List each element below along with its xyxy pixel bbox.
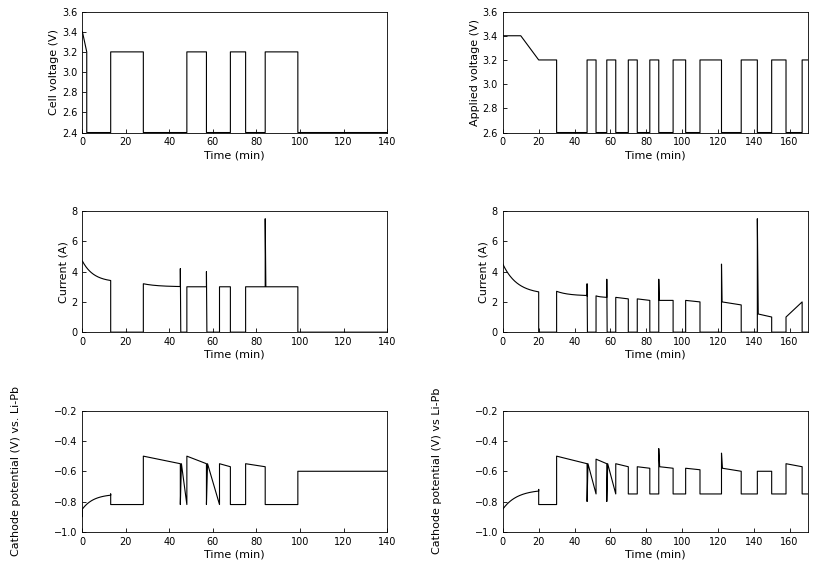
Y-axis label: Cell voltage (V): Cell voltage (V) bbox=[49, 29, 59, 115]
X-axis label: Time (min): Time (min) bbox=[204, 150, 265, 160]
Y-axis label: Current (A): Current (A) bbox=[59, 240, 68, 303]
X-axis label: Time (min): Time (min) bbox=[625, 550, 686, 560]
X-axis label: Time (min): Time (min) bbox=[204, 350, 265, 360]
X-axis label: Time (min): Time (min) bbox=[625, 350, 686, 360]
Y-axis label: Cathode potential (V) vs Li-Pb: Cathode potential (V) vs Li-Pb bbox=[432, 388, 442, 554]
Y-axis label: Current (A): Current (A) bbox=[479, 240, 489, 303]
X-axis label: Time (min): Time (min) bbox=[625, 150, 686, 160]
X-axis label: Time (min): Time (min) bbox=[204, 550, 265, 560]
Y-axis label: Cathode potential (V) vs. Li-Pb: Cathode potential (V) vs. Li-Pb bbox=[12, 386, 21, 556]
Y-axis label: Applied voltage (V): Applied voltage (V) bbox=[470, 18, 480, 125]
